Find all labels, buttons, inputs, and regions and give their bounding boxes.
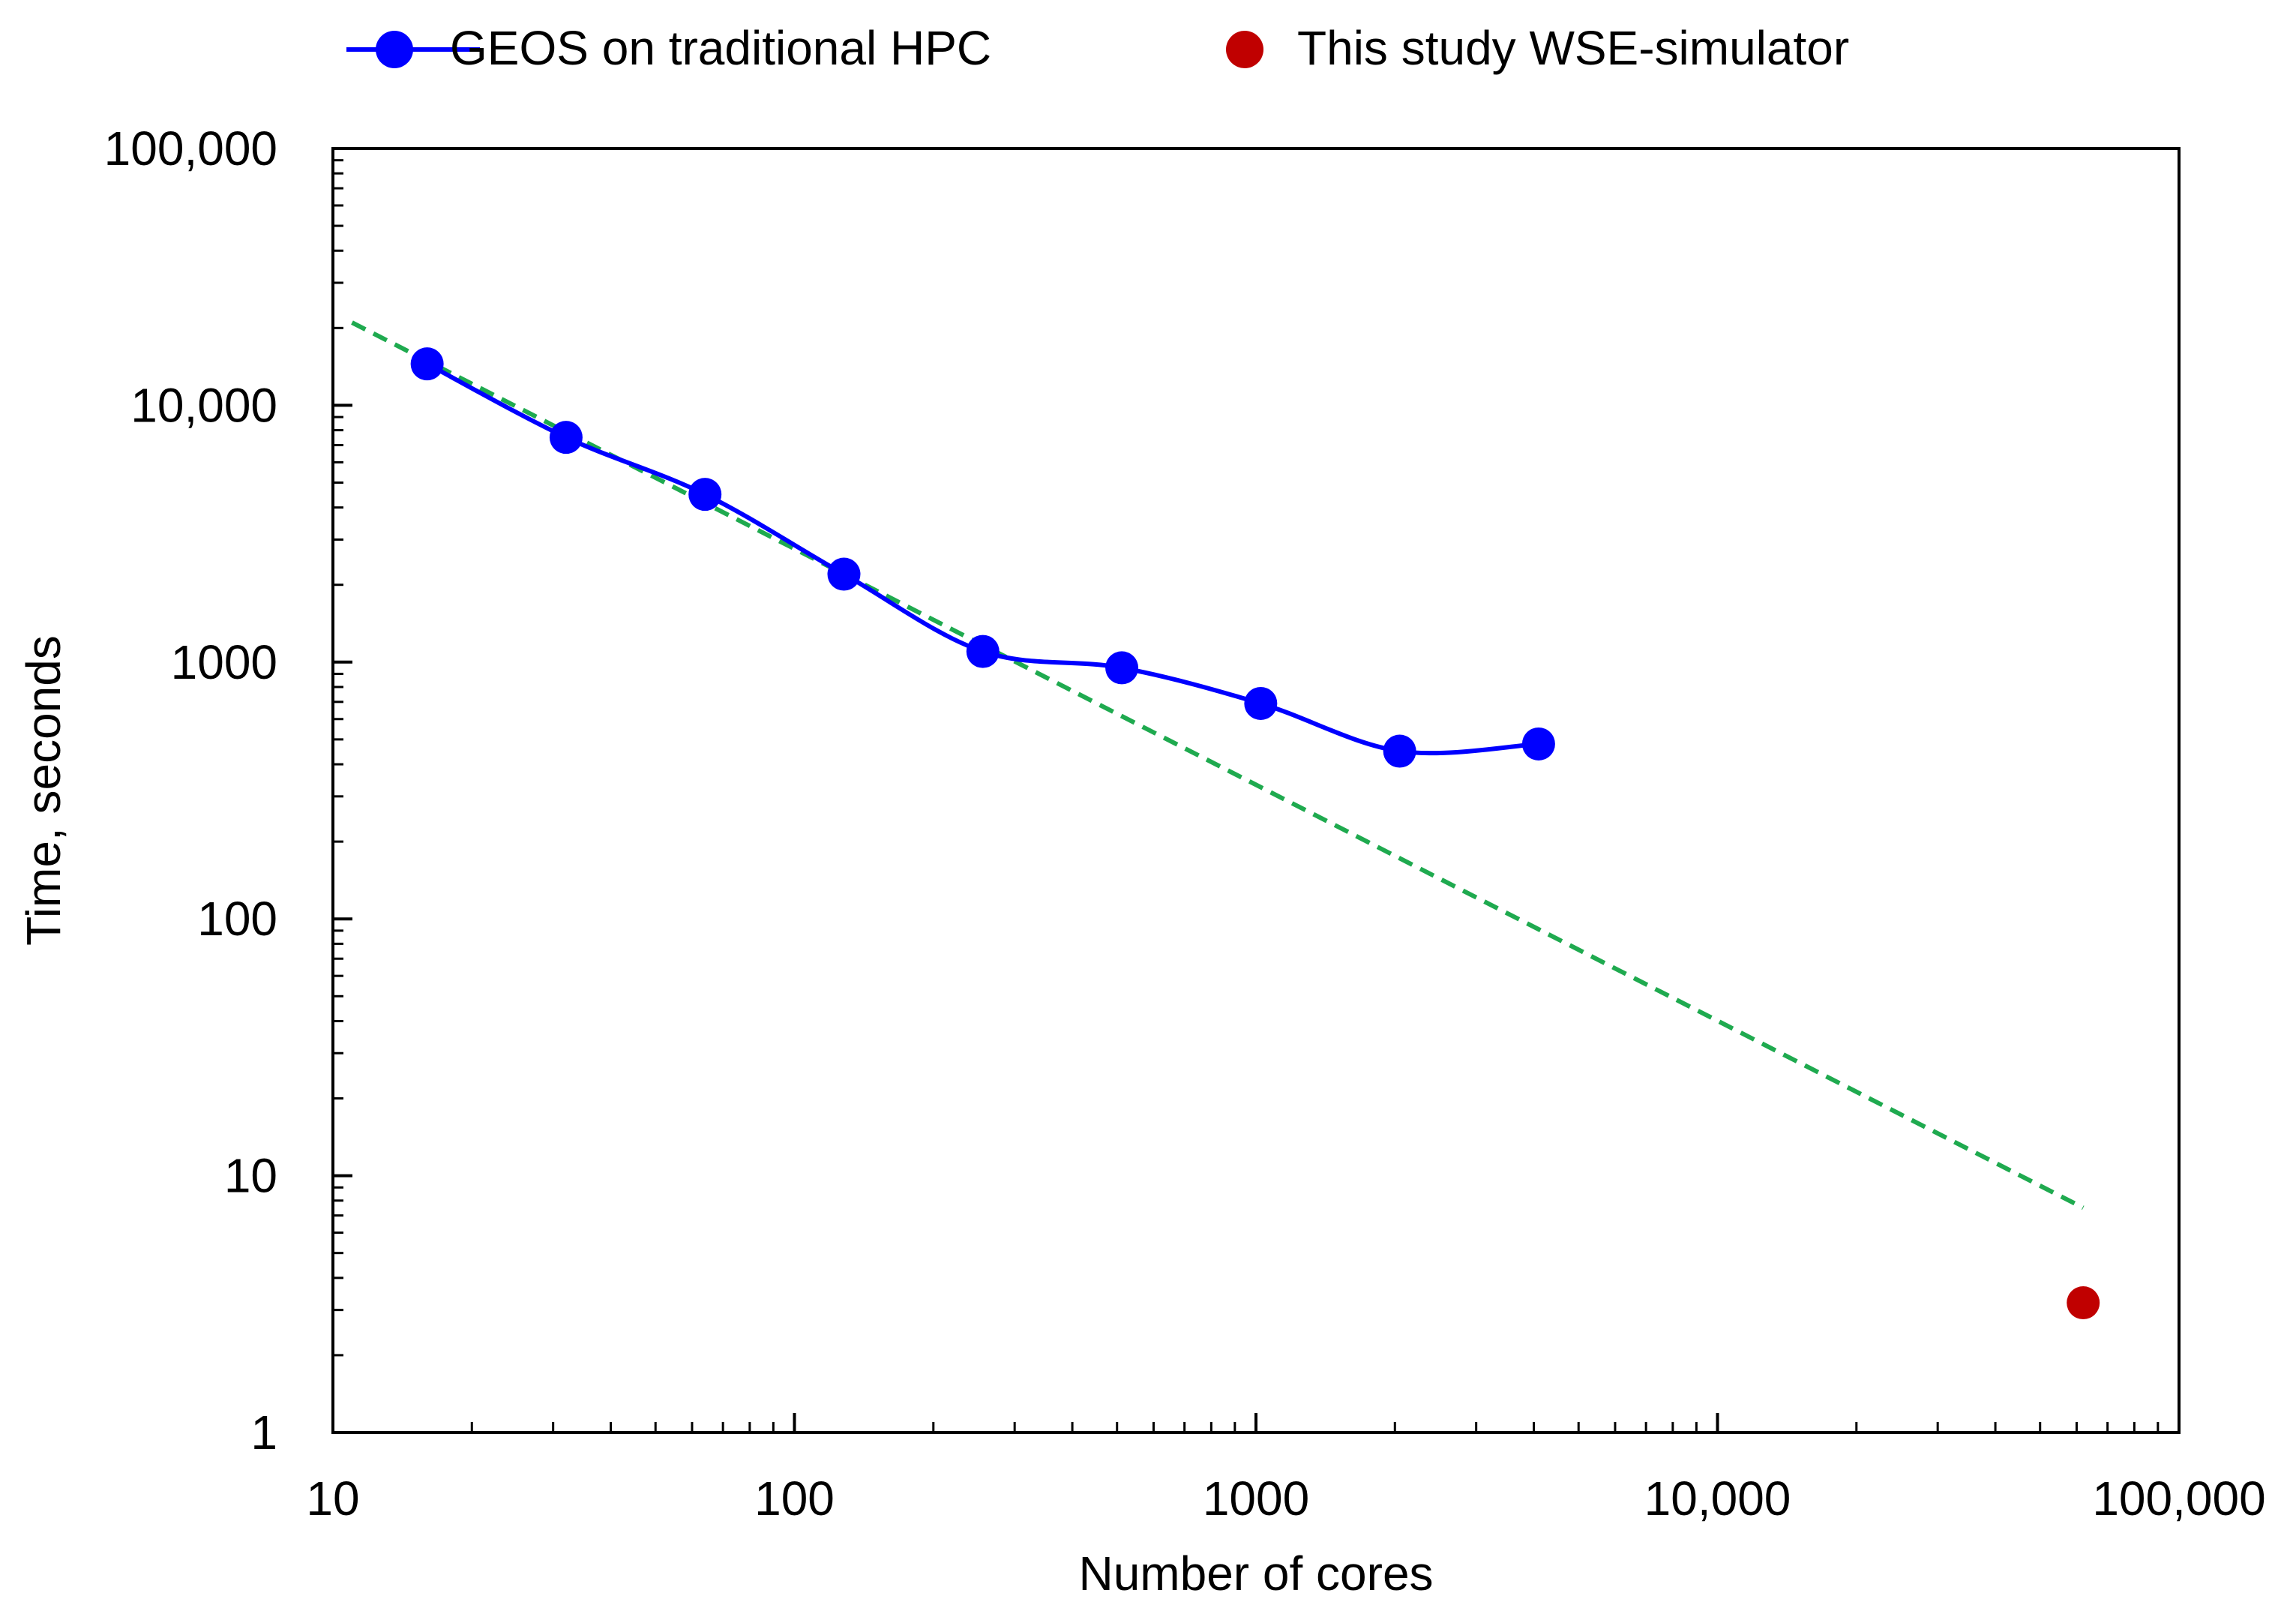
y-tick-label-100: 100 [197, 892, 277, 946]
wse-point [2067, 1286, 2100, 1320]
geos-point [549, 421, 583, 454]
geos-series-markers [410, 347, 1555, 768]
geos-point [1105, 651, 1139, 685]
x-tick-label-10: 10 [306, 1472, 359, 1526]
geos-point [1521, 727, 1555, 760]
y-tick-label-1000: 1000 [171, 635, 277, 689]
plot-frame [331, 147, 2181, 1434]
x-axis-title: Number of cores [1078, 1546, 1433, 1600]
y-axis-title: Time, seconds [16, 635, 70, 946]
geos-point [688, 478, 722, 512]
geos-point [966, 634, 1000, 668]
y-tick-labels: 1 10 100 1000 10,000 100,000 [104, 122, 277, 1460]
x-tick-labels: 10 100 1000 10,000 100,000 [306, 1472, 2265, 1526]
trendline-dashed [351, 320, 2085, 1210]
legend: GEOS on traditional HPC This study WSE-s… [346, 21, 1849, 75]
y-tick-label-1: 1 [250, 1406, 277, 1460]
legend-geos-label: GEOS on traditional HPC [450, 21, 991, 75]
y-tick-label-100000: 100,000 [104, 122, 277, 176]
x-tick-label-100: 100 [754, 1472, 835, 1526]
major-ticks [331, 147, 2181, 1434]
x-tick-label-1000: 1000 [1203, 1472, 1309, 1526]
y-tick-label-10000: 10,000 [130, 378, 277, 432]
geos-point [1383, 734, 1416, 768]
x-tick-label-10000: 10,000 [1644, 1472, 1791, 1526]
legend-geos-marker [376, 31, 413, 68]
geos-series-line [426, 362, 1539, 756]
legend-wse-label: This study WSE-simulator [1297, 21, 1849, 75]
x-tick-label-100000: 100,000 [2092, 1472, 2265, 1526]
geos-point [410, 347, 444, 381]
minor-ticks [333, 159, 2160, 1432]
wse-series-markers [2067, 1286, 2100, 1320]
geos-point [827, 557, 861, 591]
y-tick-label-10: 10 [224, 1149, 277, 1203]
legend-wse-marker [1226, 31, 1263, 68]
geos-point [1244, 686, 1278, 720]
